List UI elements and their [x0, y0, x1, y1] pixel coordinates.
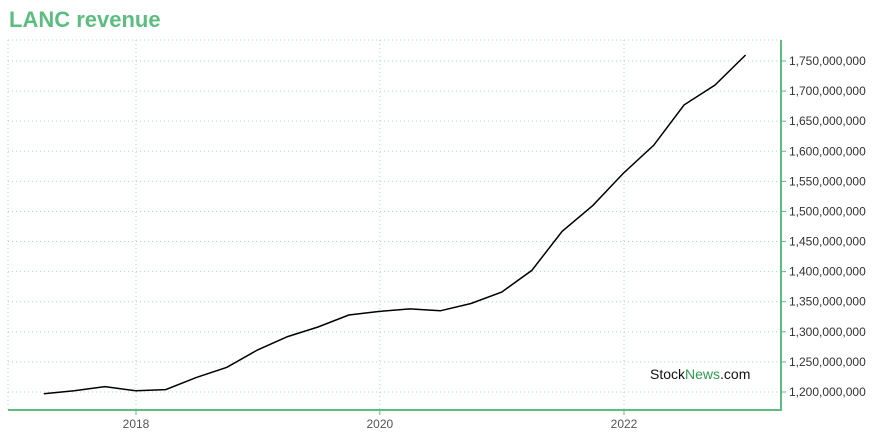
- x-axis-ticks: 2018 2020 2022: [123, 410, 638, 431]
- y-tick-label: 1,450,000,000: [789, 235, 866, 249]
- watermark: StockNews.com: [650, 366, 750, 382]
- y-tick-label: 1,700,000,000: [789, 84, 866, 98]
- chart-title: LANC revenue: [9, 7, 161, 32]
- y-tick-label: 1,500,000,000: [789, 204, 866, 218]
- y-tick-label: 1,200,000,000: [789, 385, 866, 399]
- y-tick-label: 1,250,000,000: [789, 355, 866, 369]
- x-tick-label: 2020: [366, 417, 393, 431]
- y-tick-label: 1,400,000,000: [789, 265, 866, 279]
- x-tick-label: 2018: [123, 417, 150, 431]
- x-tick-label: 2022: [611, 417, 638, 431]
- y-axis-ticks: 1,200,000,000 1,250,000,000 1,300,000,000 1…: [781, 54, 866, 399]
- y-tick-label: 1,350,000,000: [789, 295, 866, 309]
- grid: [7, 39, 781, 410]
- y-tick-label: 1,550,000,000: [789, 174, 866, 188]
- y-tick-label: 1,600,000,000: [789, 144, 866, 158]
- y-tick-label: 1,300,000,000: [789, 325, 866, 339]
- y-tick-label: 1,750,000,000: [789, 54, 866, 68]
- y-tick-label: 1,650,000,000: [789, 114, 866, 128]
- revenue-series-line: [43, 54, 747, 395]
